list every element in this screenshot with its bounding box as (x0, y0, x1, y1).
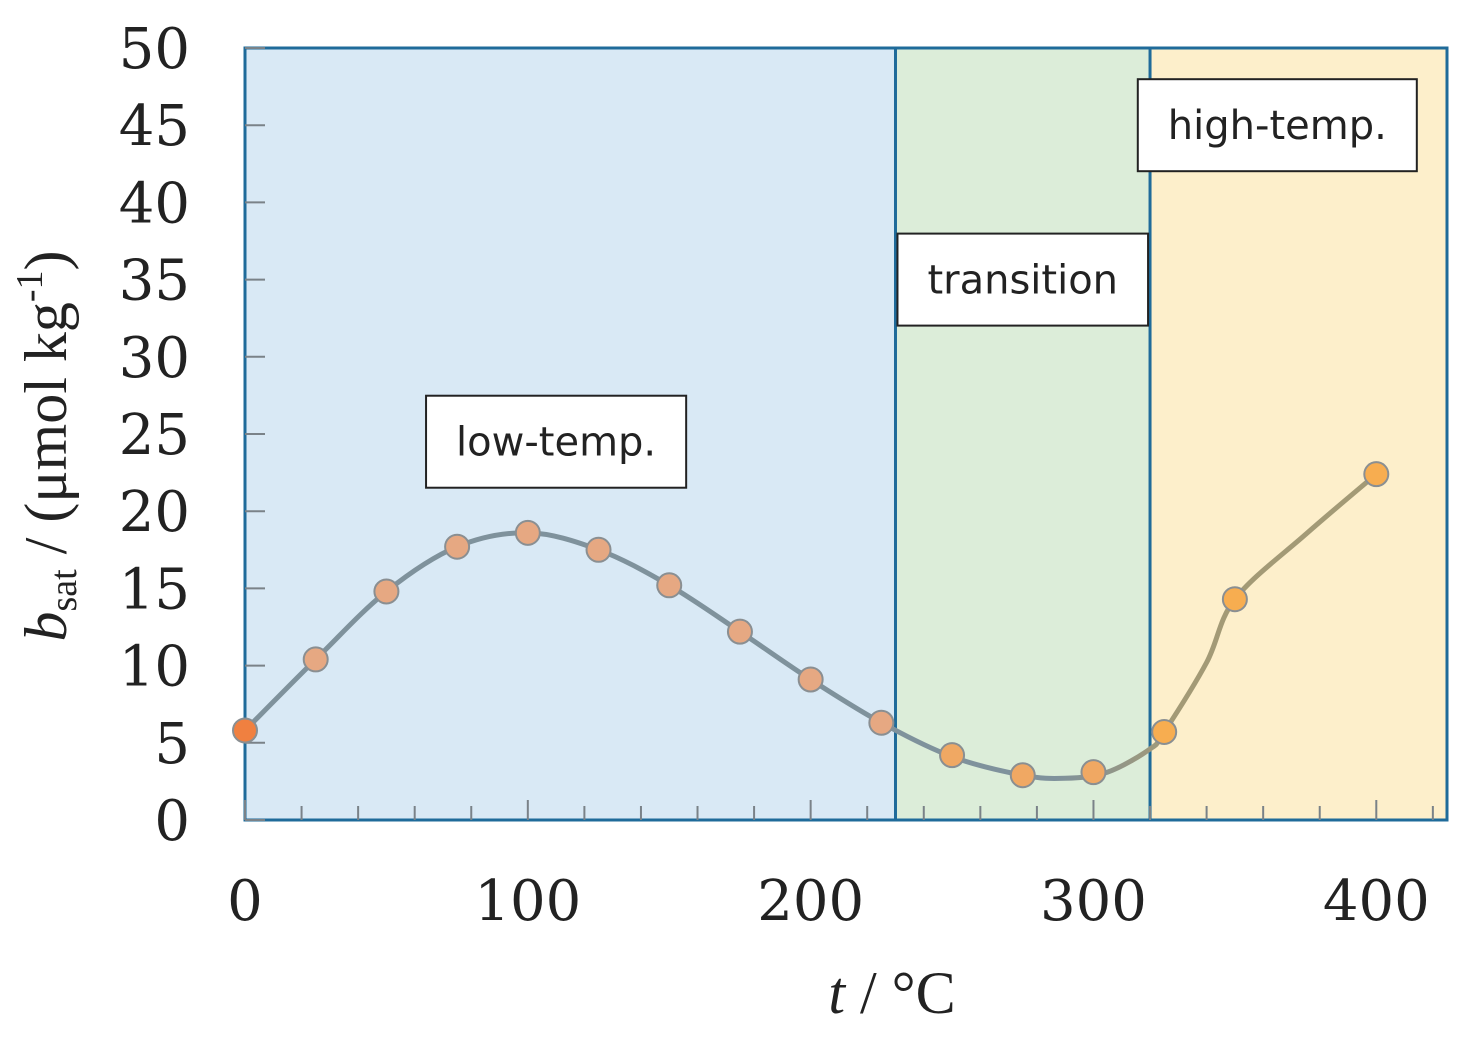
region-label-0: low-temp. (425, 394, 688, 489)
y-tick-label: 15 (119, 557, 190, 622)
region-label-box (425, 394, 688, 489)
y-tick-label: 30 (119, 326, 190, 391)
region-labels: low-temp. transition high-temp. (425, 78, 1418, 489)
region-backgrounds (245, 48, 1447, 820)
region-label-text: transition (927, 258, 1118, 304)
y-axis-title-unit: / (μmol kg (13, 302, 79, 569)
y-tick-label: 45 (119, 94, 190, 159)
data-point (726, 618, 753, 645)
region-bg-1 (895, 48, 1151, 820)
y-axis-ticks: 0 5 10 15 20 25 30 35 40 45 50 (119, 17, 265, 854)
y-axis-title-superscript: -1 (9, 270, 51, 302)
y-tick-label: 25 (119, 403, 190, 468)
region-label-text: low-temp. (456, 420, 656, 466)
region-label-box (1136, 78, 1418, 173)
x-axis-title-var: t (828, 960, 846, 1026)
x-tick-label: 200 (757, 869, 864, 934)
data-point (444, 533, 471, 560)
y-tick-label: 0 (154, 789, 190, 854)
region-label-2: high-temp. (1136, 78, 1418, 173)
x-tick-label: 400 (1323, 869, 1430, 934)
y-tick-label: 20 (119, 480, 190, 545)
x-tick-label: 0 (227, 869, 263, 934)
region-bg-2 (1150, 48, 1447, 820)
y-tick-label: 10 (119, 635, 190, 700)
data-point (373, 578, 400, 605)
region-label-box (896, 232, 1150, 327)
region-label-1: transition (896, 232, 1150, 327)
region-label-text: high-temp. (1168, 103, 1387, 149)
data-point (1080, 759, 1107, 786)
data-point (797, 666, 824, 693)
data-point (1221, 586, 1248, 613)
x-axis-ticks: 0 100 200 300 400 (227, 800, 1434, 934)
y-axis-title-var: b (13, 612, 79, 642)
y-axis-title: bsat / (μmol kg-1) (9, 250, 85, 641)
data-point (514, 519, 541, 546)
y-tick-label: 50 (119, 17, 190, 82)
data-point (302, 646, 329, 673)
data-points (232, 461, 1390, 789)
x-axis-title: t / °C (828, 960, 955, 1026)
data-point (232, 717, 258, 744)
y-tick-label: 5 (154, 712, 190, 777)
x-tick-label: 300 (1040, 869, 1147, 934)
data-point (1363, 461, 1390, 488)
data-point (868, 709, 895, 736)
y-tick-label: 40 (119, 171, 190, 236)
data-point (1009, 762, 1036, 789)
data-point (656, 572, 683, 599)
x-axis-title-unit: / °C (845, 960, 956, 1026)
y-tick-label: 35 (119, 249, 190, 314)
y-axis-title-close: ) (13, 250, 79, 270)
y-axis-title-subscript: sat (43, 569, 85, 612)
x-tick-label: 100 (474, 869, 581, 934)
data-point (939, 742, 966, 769)
region-borders (893, 48, 1152, 820)
data-point (585, 536, 612, 563)
data-point (1151, 718, 1178, 745)
